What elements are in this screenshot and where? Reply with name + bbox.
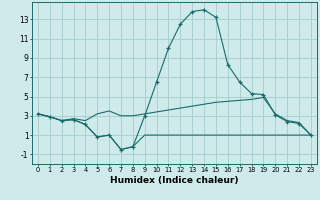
X-axis label: Humidex (Indice chaleur): Humidex (Indice chaleur) <box>110 176 239 185</box>
